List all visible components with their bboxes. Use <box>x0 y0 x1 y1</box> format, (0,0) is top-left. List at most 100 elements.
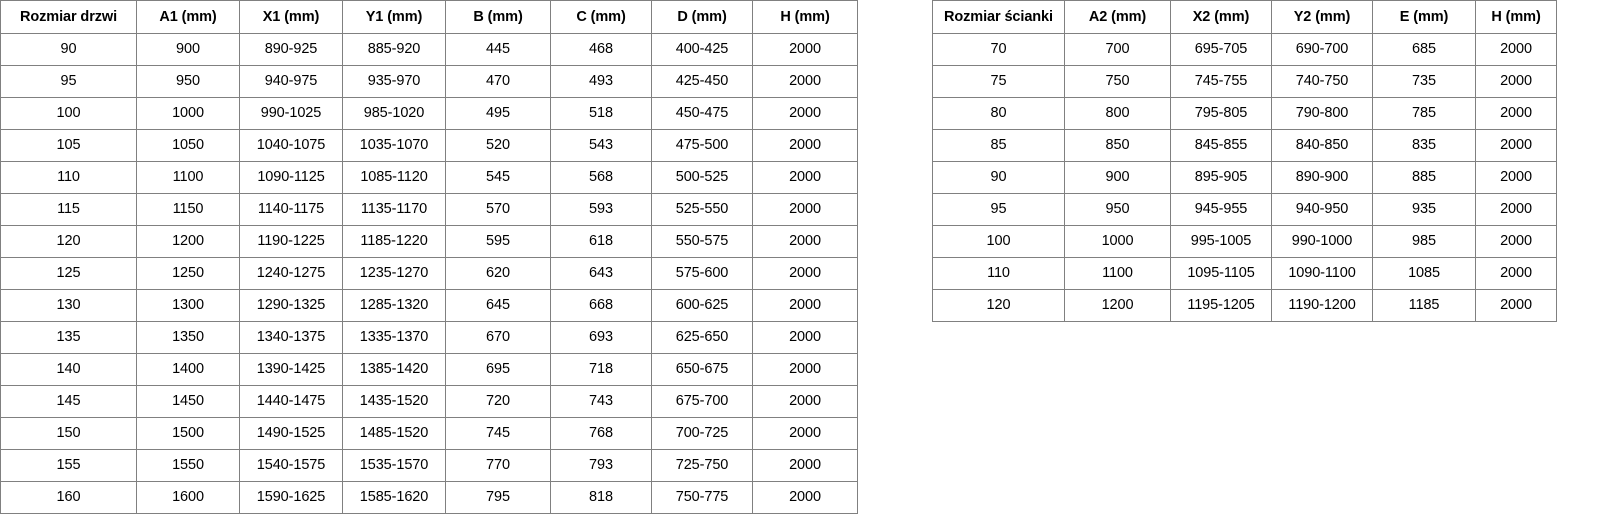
table-cell: 750-775 <box>651 481 753 514</box>
table-row: 150 1500 1490-1525 1485-1520 745 768 700-725 20… <box>0 417 858 450</box>
table-cell: 160 <box>0 481 137 514</box>
table-cell: 2000 <box>752 33 858 66</box>
wall-table-head: Rozmiar ścianki A2 (mm) X2 (mm) Y2 (mm) … <box>932 0 1557 34</box>
table-cell: 1500 <box>136 417 240 450</box>
table-cell: 790-800 <box>1271 97 1373 130</box>
table-cell: 145 <box>0 385 137 418</box>
table-cell: 768 <box>550 417 652 450</box>
table-cell: 155 <box>0 449 137 482</box>
table-cell: 1140-1175 <box>239 193 343 226</box>
table-cell: 2000 <box>1475 289 1557 322</box>
table-cell: 1190-1225 <box>239 225 343 258</box>
table-cell: 2000 <box>752 449 858 482</box>
table-row: 120 1200 1190-1225 1185-1220 595 618 550-575 20… <box>0 225 858 258</box>
table-row: 125 1250 1240-1275 1235-1270 620 643 575-600 20… <box>0 257 858 290</box>
table-cell: 1490-1525 <box>239 417 343 450</box>
table-row: 100 1000 990-1025 985-1020 495 518 450-475 2000 <box>0 97 858 130</box>
table-cell: 1240-1275 <box>239 257 343 290</box>
table-cell: 700 <box>1064 33 1171 66</box>
table-cell: 643 <box>550 257 652 290</box>
table-cell: 940-950 <box>1271 193 1373 226</box>
table-cell: 1390-1425 <box>239 353 343 386</box>
table-cell: 670 <box>445 321 551 354</box>
table-cell: 2000 <box>1475 129 1557 162</box>
table-cell: 90 <box>932 161 1065 194</box>
table-cell: 2000 <box>752 417 858 450</box>
table-cell: 100 <box>0 97 137 130</box>
table-cell: 475-500 <box>651 129 753 162</box>
table-cell: 95 <box>932 193 1065 226</box>
table-cell: 525-550 <box>651 193 753 226</box>
column-header-a2: A2 (mm) <box>1064 0 1171 34</box>
table-cell: 110 <box>0 161 137 194</box>
table-cell: 950 <box>1064 193 1171 226</box>
table-row: 120 1200 1195-1205 1190-1200 1185 2000 <box>932 289 1557 322</box>
table-cell: 840-850 <box>1271 129 1373 162</box>
table-cell: 550-575 <box>651 225 753 258</box>
table-cell: 570 <box>445 193 551 226</box>
table-cell: 2000 <box>1475 97 1557 130</box>
table-cell: 425-450 <box>651 65 753 98</box>
table-cell: 985 <box>1372 225 1476 258</box>
table-cell: 1195-1205 <box>1170 289 1272 322</box>
table-cell: 795-805 <box>1170 97 1272 130</box>
door-table-header-row: Rozmiar drzwi A1 (mm) X1 (mm) Y1 (mm) B … <box>0 0 858 34</box>
column-header-y2: Y2 (mm) <box>1271 0 1373 34</box>
table-cell: 543 <box>550 129 652 162</box>
table-cell: 845-855 <box>1170 129 1272 162</box>
door-size-table: Rozmiar drzwi A1 (mm) X1 (mm) Y1 (mm) B … <box>0 0 858 514</box>
table-cell: 1485-1520 <box>342 417 446 450</box>
table-row: 160 1600 1590-1625 1585-1620 795 818 750-775 20… <box>0 481 858 514</box>
table-cell: 130 <box>0 289 137 322</box>
table-cell: 575-600 <box>651 257 753 290</box>
table-cell: 695 <box>445 353 551 386</box>
table-row: 155 1550 1540-1575 1535-1570 770 793 725-750 20… <box>0 449 858 482</box>
table-cell: 720 <box>445 385 551 418</box>
table-cell: 2000 <box>1475 33 1557 66</box>
table-row: 100 1000 995-1005 990-1000 985 2000 <box>932 225 1557 258</box>
table-cell: 2000 <box>1475 257 1557 290</box>
table-cell: 743 <box>550 385 652 418</box>
column-header-rozmiar-scianki: Rozmiar ścianki <box>932 0 1065 34</box>
table-cell: 85 <box>932 129 1065 162</box>
table-cell: 2000 <box>752 353 858 386</box>
table-cell: 2000 <box>752 481 858 514</box>
table-row: 95 950 940-975 935-970 470 493 425-450 2000 <box>0 65 858 98</box>
table-cell: 2000 <box>752 161 858 194</box>
table-cell: 2000 <box>752 289 858 322</box>
table-cell: 1335-1370 <box>342 321 446 354</box>
table-cell: 1050 <box>136 129 240 162</box>
table-cell: 75 <box>932 65 1065 98</box>
door-table-head: Rozmiar drzwi A1 (mm) X1 (mm) Y1 (mm) B … <box>0 0 858 34</box>
table-cell: 2000 <box>752 225 858 258</box>
table-cell: 2000 <box>752 321 858 354</box>
table-row: 75 750 745-755 740-750 735 2000 <box>932 65 1557 98</box>
table-cell: 740-750 <box>1271 65 1373 98</box>
table-cell: 1200 <box>136 225 240 258</box>
table-cell: 470 <box>445 65 551 98</box>
column-header-h: H (mm) <box>1475 0 1557 34</box>
table-cell: 520 <box>445 129 551 162</box>
table-cell: 545 <box>445 161 551 194</box>
table-cell: 110 <box>932 257 1065 290</box>
table-cell: 735 <box>1372 65 1476 98</box>
table-cell: 518 <box>550 97 652 130</box>
table-cell: 450-475 <box>651 97 753 130</box>
table-cell: 493 <box>550 65 652 98</box>
table-cell: 895-905 <box>1170 161 1272 194</box>
table-cell: 1540-1575 <box>239 449 343 482</box>
table-cell: 2000 <box>1475 193 1557 226</box>
table-row: 85 850 845-855 840-850 835 2000 <box>932 129 1557 162</box>
table-cell: 885 <box>1372 161 1476 194</box>
table-cell: 100 <box>932 225 1065 258</box>
table-row: 145 1450 1440-1475 1435-1520 720 743 675-700 20… <box>0 385 858 418</box>
table-cell: 650-675 <box>651 353 753 386</box>
table-cell: 1035-1070 <box>342 129 446 162</box>
table-row: 135 1350 1340-1375 1335-1370 670 693 625-650 20… <box>0 321 858 354</box>
table-cell: 793 <box>550 449 652 482</box>
table-cell: 1085 <box>1372 257 1476 290</box>
table-cell: 90 <box>0 33 137 66</box>
table-cell: 1435-1520 <box>342 385 446 418</box>
table-cell: 795 <box>445 481 551 514</box>
